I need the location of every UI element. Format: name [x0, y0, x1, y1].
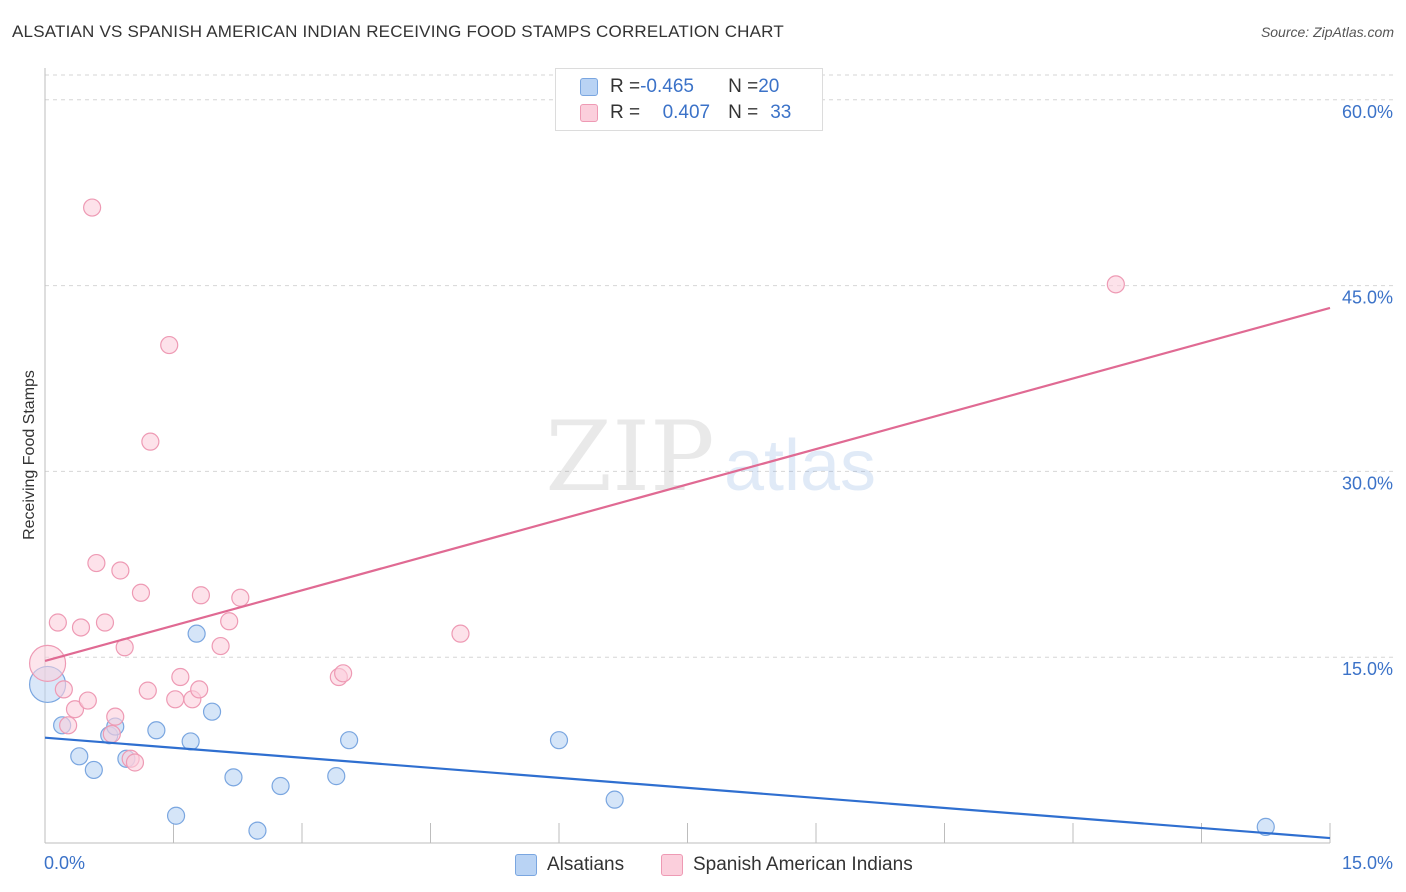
- spanish-point: [334, 664, 353, 683]
- legend-item-alsatians[interactable]: Alsatians: [515, 852, 624, 878]
- alsatian-point: [181, 732, 200, 751]
- stats-row-spanish: R = 0.407 N = 33: [580, 101, 791, 125]
- alsatian-point: [70, 747, 89, 766]
- spanish-point: [160, 335, 179, 355]
- stats-box: R = -0.465 N = 20 R = 0.407 N = 33: [555, 68, 823, 131]
- r-label: R =: [610, 102, 641, 123]
- spanish-point: [211, 636, 230, 656]
- alsatian-point: [549, 731, 569, 750]
- spanish-point: [48, 613, 67, 632]
- spanish-point: [171, 667, 190, 687]
- n-value: 20: [758, 76, 780, 97]
- y-tick-label: 15.0%: [1342, 659, 1393, 679]
- spanish-point: [111, 561, 130, 580]
- x-tick-label: 15.0%: [1342, 853, 1393, 873]
- data-points: [28, 198, 1275, 840]
- spanish-point: [59, 716, 78, 735]
- r-label: R =: [610, 76, 641, 97]
- alsatian-point: [271, 776, 290, 796]
- spanish-point: [131, 583, 151, 602]
- spanish-point: [191, 586, 211, 605]
- alsatian-point: [605, 790, 624, 809]
- spanish-point: [102, 724, 121, 744]
- spanish-point: [138, 681, 157, 700]
- spanish-legend-label: Spanish American Indians: [693, 854, 913, 875]
- r-value: -0.465: [640, 76, 694, 97]
- spanish-point: [71, 618, 91, 637]
- spanish-legend-swatch: [661, 854, 683, 876]
- spanish-point: [95, 613, 115, 632]
- spanish-trend-line: [44, 306, 1331, 662]
- spanish-point: [87, 553, 106, 573]
- y-tick-label: 60.0%: [1342, 102, 1393, 122]
- watermark-zip: ZIP: [545, 401, 714, 513]
- x-tick-label: 0.0%: [44, 853, 85, 873]
- alsatian-point: [202, 702, 222, 721]
- spanish-point: [141, 432, 160, 451]
- alsatians-legend-swatch: [515, 854, 537, 876]
- alsatian-point: [166, 806, 186, 825]
- stats-row-alsatians: R = -0.465 N = 20: [580, 75, 779, 99]
- n-label: N =: [728, 102, 759, 123]
- spanish-point: [220, 612, 239, 631]
- spanish-point: [54, 680, 73, 699]
- spanish-point: [78, 691, 97, 710]
- alsatian-trend-line: [44, 736, 1331, 840]
- spanish-point: [1106, 275, 1125, 294]
- spanish-point: [190, 680, 209, 699]
- spanish-swatch: [580, 104, 598, 122]
- chart-title: ALSATIAN VS SPANISH AMERICAN INDIAN RECE…: [12, 22, 784, 41]
- spanish-point: [231, 588, 250, 607]
- alsatian-point: [340, 731, 359, 750]
- alsatian-point: [224, 768, 243, 787]
- legend-item-spanish[interactable]: Spanish American Indians: [661, 852, 913, 878]
- spanish-point: [65, 700, 85, 719]
- trend-lines: [44, 306, 1331, 840]
- gridlines: [45, 74, 1395, 658]
- alsatian-point: [1256, 817, 1275, 836]
- y-tick-label: 30.0%: [1342, 473, 1393, 493]
- tick-labels: 15.0% 30.0% 45.0% 60.0% 0.0% 15.0%: [44, 102, 1393, 873]
- r-value: 0.407: [662, 102, 711, 123]
- spanish-point: [106, 707, 125, 726]
- n-label: N =: [728, 76, 759, 97]
- spanish-point: [28, 644, 67, 682]
- source-label: Source: ZipAtlas.com: [1260, 24, 1394, 40]
- y-tick-label: 45.0%: [1342, 288, 1393, 308]
- alsatian-point: [147, 721, 166, 740]
- alsatian-point: [327, 767, 346, 786]
- alsatians-legend-label: Alsatians: [547, 854, 625, 875]
- n-value: 33: [770, 102, 792, 123]
- alsatians-swatch: [580, 78, 598, 96]
- spanish-point: [166, 690, 185, 709]
- alsatian-point: [248, 821, 267, 840]
- alsatian-point: [84, 760, 103, 780]
- spanish-point: [125, 753, 145, 772]
- axes: [44, 68, 1331, 844]
- spanish-point: [451, 624, 470, 643]
- alsatian-point: [187, 624, 206, 643]
- watermark: ZIP atlas: [545, 401, 876, 513]
- spanish-point: [83, 198, 102, 217]
